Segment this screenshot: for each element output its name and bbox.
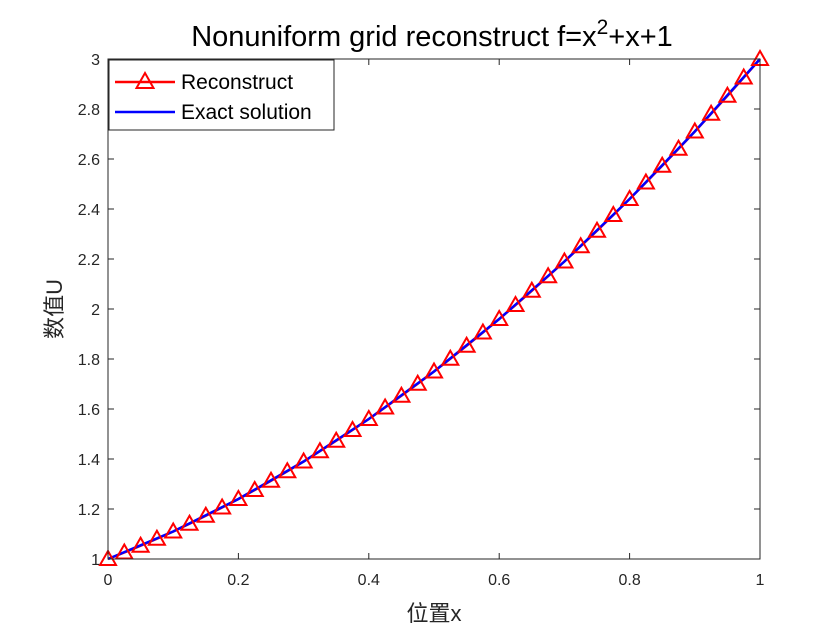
legend-label-exact: Exact solution — [181, 101, 312, 124]
x-tick-label: 0.8 — [618, 572, 640, 589]
data-point-reconstruct — [619, 188, 640, 206]
data-point-reconstruct — [456, 335, 477, 353]
data-point-reconstruct — [603, 204, 624, 222]
axes-layer: 0 0.2 0.4 0.6 0.8 1 1 1.2 1.4 1.6 1.8 2 2.2 2.4 2.6 2.8… — [78, 52, 765, 589]
plot-area — [108, 59, 760, 559]
data-point-reconstruct — [733, 67, 754, 85]
data-point-reconstruct — [489, 308, 509, 326]
data-point-reconstruct — [701, 103, 721, 121]
data-point-reconstruct — [326, 430, 346, 448]
x-tick-label: 1 — [756, 572, 765, 589]
y-tick-label: 1.6 — [78, 402, 100, 419]
data-point-reconstruct — [228, 488, 249, 506]
x-tick-label: 0 — [104, 572, 113, 589]
data-point-reconstruct — [310, 441, 330, 459]
y-tick-label: 1 — [91, 552, 100, 569]
legend: Reconstruct Exact solution — [108, 59, 335, 131]
x-tick-label: 0.4 — [358, 572, 380, 589]
data-point-reconstruct — [359, 408, 379, 426]
data-point-reconstruct — [685, 121, 705, 139]
x-axis-title: 位置x — [406, 601, 461, 626]
y-tick-label: 2.8 — [78, 102, 100, 119]
data-point-reconstruct — [130, 535, 151, 553]
data-point-reconstruct — [342, 419, 363, 437]
data-point-reconstruct — [424, 361, 444, 379]
legend-label-reconstruct: Reconstruct — [181, 71, 293, 94]
x-tick-label: 0.6 — [488, 572, 510, 589]
data-point-reconstruct — [522, 280, 542, 298]
data-point-reconstruct — [375, 397, 395, 415]
data-point-reconstruct — [538, 266, 558, 284]
data-point-reconstruct — [212, 497, 232, 515]
y-tick-label: 2 — [91, 302, 100, 319]
data-point-reconstruct — [163, 521, 183, 539]
data-point-reconstruct — [179, 513, 200, 531]
y-tick-label: 2.6 — [78, 152, 100, 169]
y-tick-label: 2.4 — [78, 202, 100, 219]
y-tick-label: 1.4 — [78, 452, 100, 469]
chart-title: Nonuniform grid reconstruct f=x2+x+1 — [191, 16, 673, 53]
data-point-reconstruct — [293, 451, 314, 469]
data-point-reconstruct — [717, 85, 738, 103]
data-point-reconstruct — [636, 172, 656, 190]
chart-title-superscript: 2 — [597, 16, 609, 39]
data-point-reconstruct — [505, 294, 526, 312]
series-layer — [98, 48, 770, 566]
y-tick-label: 3 — [91, 52, 100, 69]
data-point-reconstruct — [391, 385, 412, 403]
legend-triangle-marker — [134, 70, 156, 89]
data-point-reconstruct — [440, 348, 461, 366]
y-tick-label: 2.2 — [78, 252, 100, 269]
data-point-reconstruct — [147, 528, 167, 546]
data-point-reconstruct — [570, 236, 591, 254]
data-point-reconstruct — [407, 373, 428, 391]
chart-title-suffix: +x+1 — [608, 21, 673, 53]
data-point-reconstruct — [196, 505, 216, 523]
data-point-reconstruct — [261, 470, 281, 488]
data-point-reconstruct — [668, 138, 689, 156]
x-tick-label: 0.2 — [227, 572, 249, 589]
data-point-reconstruct — [587, 220, 607, 238]
data-point-reconstruct — [244, 479, 265, 497]
data-point-reconstruct — [473, 322, 493, 340]
chart-title-main: Nonuniform grid reconstruct f=x — [191, 21, 597, 53]
legend-box — [108, 59, 335, 131]
data-point-reconstruct — [277, 461, 298, 479]
data-point-reconstruct — [652, 155, 672, 173]
y-tick-label: 1.8 — [78, 352, 100, 369]
y-tick-label: 1.2 — [78, 502, 100, 519]
y-axis-title: 数值U — [42, 279, 67, 339]
data-point-reconstruct — [554, 251, 575, 269]
data-point-reconstruct — [98, 548, 118, 566]
